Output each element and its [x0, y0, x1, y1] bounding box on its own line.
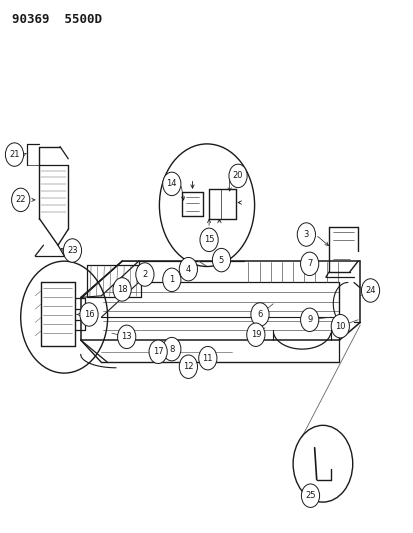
- Circle shape: [12, 188, 30, 212]
- Text: 90369  5500D: 90369 5500D: [12, 13, 102, 26]
- Circle shape: [179, 257, 197, 281]
- Text: 10: 10: [334, 322, 345, 330]
- Circle shape: [250, 303, 268, 326]
- Circle shape: [300, 252, 318, 276]
- Circle shape: [246, 323, 264, 346]
- Text: 11: 11: [202, 354, 213, 362]
- Circle shape: [162, 268, 180, 292]
- Circle shape: [80, 303, 98, 326]
- Text: 5: 5: [218, 256, 223, 264]
- Text: 8: 8: [169, 345, 174, 353]
- Circle shape: [117, 325, 135, 349]
- Circle shape: [361, 279, 379, 302]
- Text: 2: 2: [142, 270, 147, 279]
- Circle shape: [162, 172, 180, 196]
- Circle shape: [301, 484, 319, 507]
- Text: 17: 17: [152, 348, 163, 356]
- Text: 20: 20: [232, 172, 243, 180]
- Text: 19: 19: [250, 330, 261, 339]
- Circle shape: [135, 263, 154, 286]
- Text: 13: 13: [121, 333, 132, 341]
- Circle shape: [297, 223, 315, 246]
- Circle shape: [330, 314, 349, 338]
- Text: 9: 9: [306, 316, 311, 324]
- Text: 14: 14: [166, 180, 177, 188]
- Text: 12: 12: [183, 362, 193, 371]
- Circle shape: [5, 143, 24, 166]
- Text: 4: 4: [185, 265, 190, 273]
- Text: 16: 16: [83, 310, 94, 319]
- Text: 25: 25: [304, 491, 315, 500]
- Text: 1: 1: [169, 276, 174, 284]
- Text: 6: 6: [257, 310, 262, 319]
- Text: 18: 18: [116, 285, 127, 294]
- Circle shape: [113, 278, 131, 301]
- Circle shape: [199, 228, 218, 252]
- Circle shape: [300, 308, 318, 332]
- Circle shape: [63, 239, 81, 262]
- Text: 7: 7: [306, 260, 311, 268]
- Text: 21: 21: [9, 150, 20, 159]
- Circle shape: [149, 340, 167, 364]
- Circle shape: [179, 355, 197, 378]
- Text: 15: 15: [203, 236, 214, 244]
- Text: 24: 24: [364, 286, 375, 295]
- Circle shape: [162, 337, 180, 361]
- Text: 23: 23: [67, 246, 78, 255]
- Text: 22: 22: [15, 196, 26, 204]
- Circle shape: [212, 248, 230, 272]
- Circle shape: [198, 346, 216, 370]
- Circle shape: [228, 164, 247, 188]
- Text: 3: 3: [303, 230, 308, 239]
